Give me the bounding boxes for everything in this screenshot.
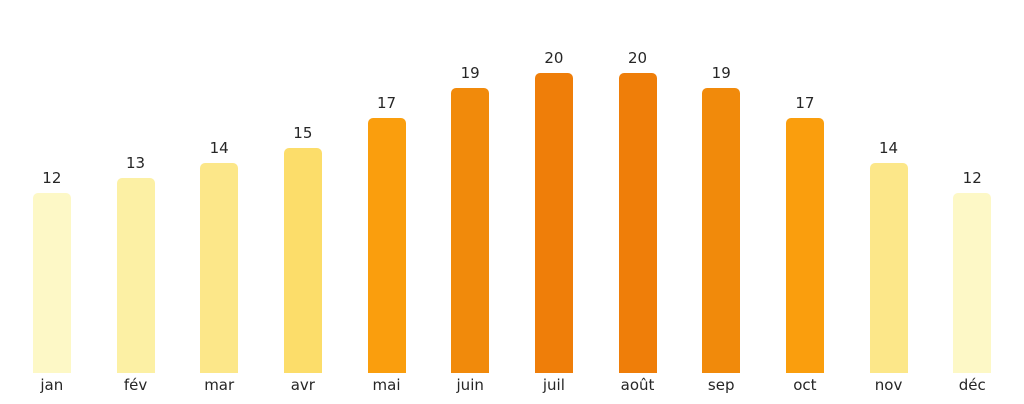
x-tick-label-avr: avr xyxy=(290,376,315,394)
month-labels: jan fév mar avr mai juin juil août sep oct nov déc xyxy=(0,373,1024,404)
bar-slot-mar: 14 xyxy=(177,0,261,373)
bar-août xyxy=(618,73,657,373)
value-label: 19 xyxy=(460,64,480,82)
bar-déc xyxy=(953,193,992,373)
bar-slot-jan: 12 xyxy=(10,0,94,373)
x-tick-label-mai: mai xyxy=(372,376,401,394)
value-label: 17 xyxy=(795,94,815,112)
x-tick-label-sep: sep xyxy=(707,376,735,394)
value-label: 14 xyxy=(879,139,899,157)
value-label: 20 xyxy=(544,49,564,67)
value-label: 15 xyxy=(293,124,313,142)
x-tick-label-août: août xyxy=(620,376,655,394)
bar-juin xyxy=(451,88,490,373)
bar-jan xyxy=(32,193,71,373)
x-tick-label-jan: jan xyxy=(40,376,64,394)
bar-avr xyxy=(283,148,322,373)
value-label: 13 xyxy=(125,154,146,172)
value-label: 12 xyxy=(42,169,62,187)
bar-nov xyxy=(869,163,908,373)
bar-juil xyxy=(534,73,573,373)
bar-slot-juin: 19 xyxy=(428,0,512,373)
bar-slot-fév: 13 xyxy=(94,0,178,373)
x-tick-label-nov: nov xyxy=(874,376,903,394)
bar-mai xyxy=(367,118,406,373)
bar-slot-août: 20 xyxy=(596,0,680,373)
value-label: 14 xyxy=(209,139,229,157)
bar-slot-mai: 17 xyxy=(345,0,429,373)
x-tick-label-oct: oct xyxy=(793,376,817,394)
x-tick-label-fév: fév xyxy=(123,376,148,394)
bar-fév xyxy=(116,178,155,373)
bars-area: 12 13 14 15 17 19 20 20 19 17 14 12 xyxy=(10,0,1014,373)
value-label: 12 xyxy=(962,169,982,187)
bar-slot-oct: 17 xyxy=(763,0,847,373)
value-label: 20 xyxy=(627,49,648,67)
bar-oct xyxy=(785,118,824,373)
value-label: 17 xyxy=(376,94,397,112)
x-tick-label-juil: juil xyxy=(542,376,565,394)
bar-slot-déc: 12 xyxy=(930,0,1014,373)
bar-mar xyxy=(200,163,239,373)
bar-slot-sep: 19 xyxy=(679,0,763,373)
x-tick-label-juin: juin xyxy=(456,376,484,394)
bar-slot-avr: 15 xyxy=(261,0,345,373)
bar-sep xyxy=(702,88,741,373)
bar-slot-juil: 20 xyxy=(512,0,596,373)
value-label: 19 xyxy=(711,64,731,82)
bar-slot-nov: 14 xyxy=(847,0,931,373)
x-tick-label-mar: mar xyxy=(204,376,235,394)
x-tick-label-déc: déc xyxy=(958,376,986,394)
